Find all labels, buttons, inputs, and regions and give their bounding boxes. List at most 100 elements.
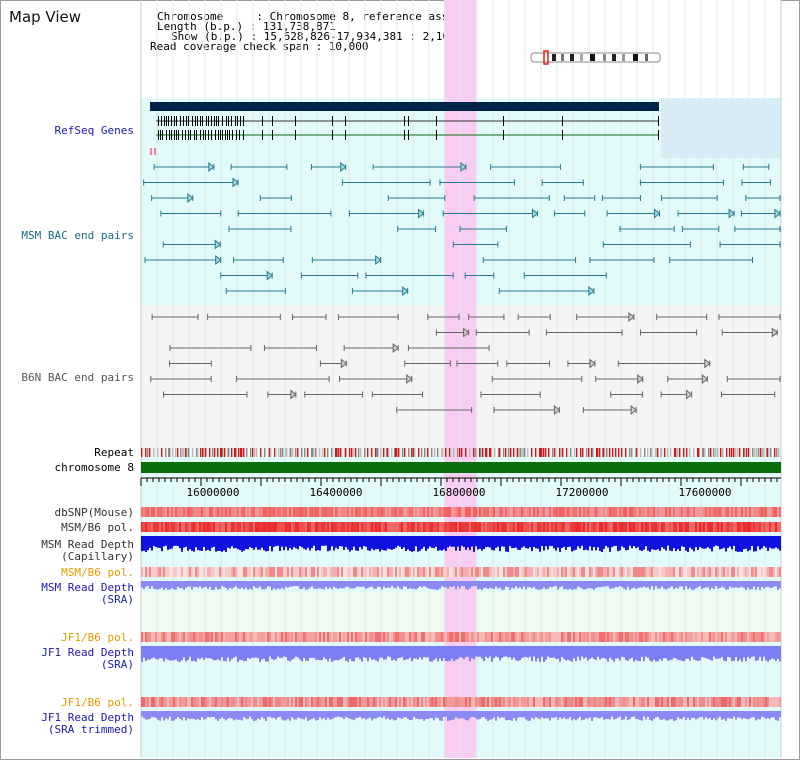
heat-cell — [671, 567, 673, 577]
msm-bac-track[interactable] — [143, 161, 781, 297]
heat-cell — [417, 697, 419, 707]
heat-cell — [735, 697, 737, 707]
heat-cell — [711, 632, 713, 642]
heat-cell — [401, 697, 403, 707]
heat-cell — [427, 522, 429, 532]
bac-end-arrow — [637, 373, 644, 385]
depth-bar — [615, 646, 617, 659]
depth-bar — [463, 711, 465, 719]
repeat-mark — [635, 448, 637, 457]
repeat-mark — [311, 448, 313, 457]
heat-cell — [571, 697, 573, 707]
highlighted-region[interactable] — [444, 0, 476, 758]
heat-cell — [581, 697, 583, 707]
axis-tick-label: 16800000 — [433, 486, 486, 499]
depth-bar — [425, 711, 427, 720]
heat-cell — [593, 567, 595, 577]
heat-cell — [463, 567, 465, 577]
repeat-mark — [726, 448, 728, 457]
depth-bar — [171, 711, 173, 721]
depth-bar — [565, 581, 567, 590]
depth-tracks[interactable] — [141, 536, 781, 721]
heat-cell — [491, 567, 493, 577]
repeat-track[interactable] — [141, 448, 780, 457]
heat-cell — [331, 567, 333, 577]
heat-cell — [383, 567, 385, 577]
heat-tracks[interactable] — [141, 507, 781, 707]
heat-cell — [471, 522, 473, 532]
depth-bar — [243, 581, 245, 590]
repeat-mark — [776, 448, 778, 457]
heat-cell — [721, 697, 723, 707]
refseq-genes-track[interactable] — [150, 102, 659, 155]
heat-cell — [765, 697, 767, 707]
depth-bar — [771, 646, 773, 659]
depth-bar — [303, 536, 305, 549]
repeat-mark — [386, 448, 388, 457]
bac-end-arrow — [418, 208, 425, 219]
repeat-mark — [693, 448, 695, 457]
depth-bar — [543, 536, 545, 551]
heat-cell — [425, 697, 427, 707]
depth-bar — [449, 646, 451, 661]
gene-block[interactable] — [150, 102, 659, 111]
heat-cell — [329, 567, 331, 577]
heat-cell — [433, 522, 435, 532]
heat-cell — [393, 507, 395, 517]
gene-exon — [171, 130, 172, 140]
heat-cell — [205, 632, 207, 642]
depth-bar — [721, 581, 723, 587]
depth-bar — [567, 646, 569, 660]
heat-cell — [627, 697, 629, 707]
heat-cell — [387, 522, 389, 532]
depth-bar — [423, 646, 425, 657]
depth-bar — [407, 646, 409, 660]
heat-cell — [679, 522, 681, 532]
repeat-mark — [743, 448, 745, 457]
heat-cell — [275, 697, 277, 707]
repeat-mark — [720, 448, 722, 457]
heat-cell — [343, 567, 345, 577]
repeat-mark — [182, 448, 184, 457]
depth-bar — [649, 536, 651, 552]
heat-cell — [213, 567, 215, 577]
chromosome-bar[interactable] — [141, 462, 781, 473]
depth-bar — [149, 711, 151, 719]
heat-cell — [701, 632, 703, 642]
repeat-mark — [762, 448, 764, 457]
depth-bar — [625, 711, 627, 717]
heat-cell — [367, 507, 369, 517]
heat-cell — [273, 697, 275, 707]
depth-bar — [539, 581, 541, 590]
depth-bar — [469, 646, 471, 662]
depth-bar — [605, 536, 607, 546]
depth-bar — [235, 581, 237, 587]
heat-cell — [373, 632, 375, 642]
repeat-mark — [469, 448, 471, 457]
heat-cell — [695, 567, 697, 577]
heat-cell — [437, 567, 439, 577]
heat-cell — [547, 507, 549, 517]
heat-cell — [405, 567, 407, 577]
depth-bar — [365, 711, 367, 720]
heat-cell — [381, 522, 383, 532]
heat-cell — [413, 567, 415, 577]
depth-bar — [145, 711, 147, 720]
heat-cell — [213, 697, 215, 707]
depth-bar — [719, 581, 721, 588]
heat-cell — [179, 522, 181, 532]
depth-bar — [313, 581, 315, 589]
heat-cell — [163, 632, 165, 642]
heat-cell — [521, 632, 523, 642]
heat-cell — [581, 567, 583, 577]
heat-cell — [503, 507, 505, 517]
depth-bar — [401, 581, 403, 590]
b6n-bac-track[interactable] — [150, 311, 781, 416]
chromosome-ideogram[interactable] — [530, 50, 661, 65]
heat-cell — [339, 632, 341, 642]
heat-cell — [181, 507, 183, 517]
heat-cell — [377, 632, 379, 642]
depth-bar — [213, 711, 215, 717]
heat-cell — [439, 697, 441, 707]
